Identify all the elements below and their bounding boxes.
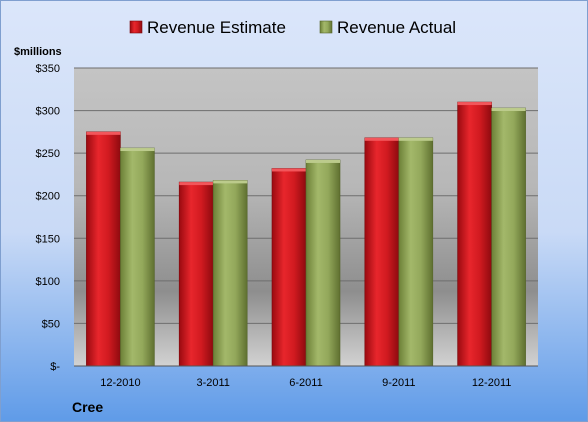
bar-revenue-estimate <box>271 168 307 367</box>
x-tick-label: 9-2011 <box>382 377 415 389</box>
y-tick-label: $- <box>50 361 60 373</box>
bar-top-highlight <box>398 137 433 141</box>
y-tick-label: $50 <box>42 318 60 330</box>
y-tick-label: $250 <box>36 148 60 160</box>
y-axis-label: $millions <box>14 46 62 58</box>
bar-revenue-estimate <box>178 181 214 367</box>
legend-swatch-actual <box>319 20 333 34</box>
bar-top-highlight <box>213 180 248 184</box>
bar-revenue-actual <box>305 159 341 367</box>
bar-revenue-estimate <box>86 131 121 367</box>
x-tick-labels: 12-2010 3-2011 6-2011 9-2011 12-2011 <box>100 377 511 389</box>
bar-top-highlight <box>179 182 214 186</box>
bar-revenue-estimate <box>364 137 400 367</box>
bars <box>86 101 526 367</box>
y-tick-label: $350 <box>36 63 60 75</box>
legend-swatch-estimate <box>129 20 143 34</box>
legend-label: Revenue Actual <box>337 18 456 37</box>
bar-revenue-actual <box>120 147 155 367</box>
bar-revenue-actual <box>212 180 248 367</box>
bar-top-highlight <box>364 137 399 141</box>
bar-top-highlight <box>306 159 340 163</box>
y-tick-label: $100 <box>36 276 60 288</box>
y-tick-label: $200 <box>36 191 60 203</box>
bar-revenue-actual <box>398 137 434 367</box>
legend-label: Revenue Estimate <box>147 18 286 37</box>
x-tick-label: 6-2011 <box>289 377 322 389</box>
bar-top-highlight <box>272 168 306 172</box>
bar-revenue-actual <box>491 107 526 367</box>
x-tick-label: 12-2011 <box>472 377 512 389</box>
y-tick-label: $300 <box>36 106 60 118</box>
bar-top-highlight <box>120 148 155 152</box>
bar-top-highlight <box>457 102 492 106</box>
x-tick-label: 12-2010 <box>100 377 140 389</box>
bar-top-highlight <box>86 131 121 135</box>
bar-top-highlight <box>491 108 526 112</box>
chart-title: Cree <box>72 399 103 415</box>
bar-revenue-estimate <box>457 101 492 367</box>
legend: Revenue Estimate Revenue Actual <box>129 18 456 37</box>
y-tick-labels: $- $50 $100 $150 $200 $250 $300 $350 <box>36 63 61 373</box>
x-tick-label: 3-2011 <box>196 377 229 389</box>
y-tick-label: $150 <box>36 233 60 245</box>
